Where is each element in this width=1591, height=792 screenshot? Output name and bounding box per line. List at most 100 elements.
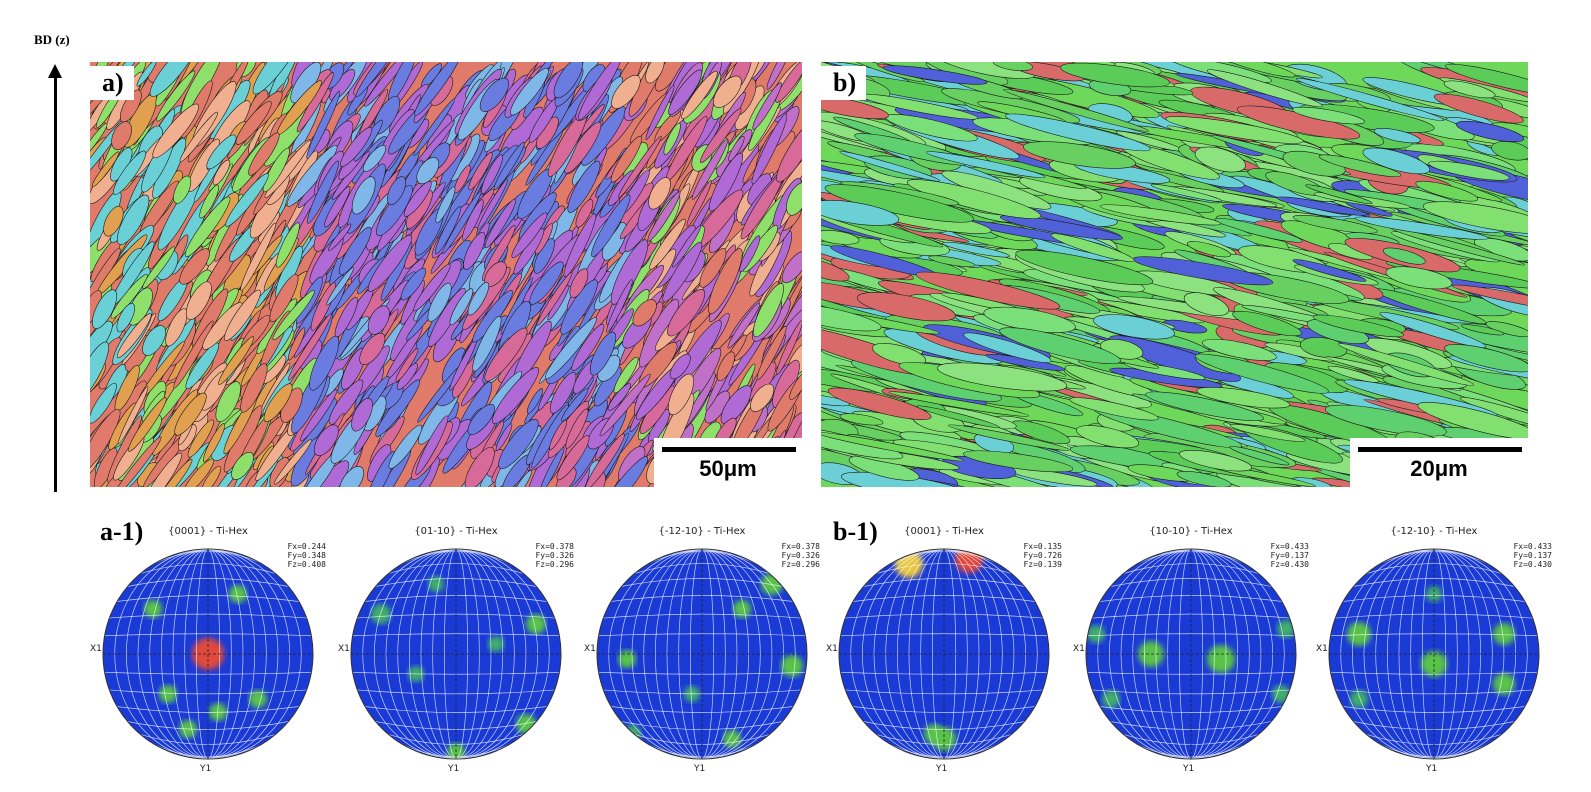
grain <box>1355 216 1489 240</box>
pole-figure-x-axis-label: X1 <box>584 644 596 654</box>
grain <box>117 194 150 245</box>
grid-parallel <box>365 706 547 713</box>
grain <box>589 331 617 376</box>
grain <box>434 206 462 255</box>
grain <box>963 332 1052 363</box>
scale-bar-b <box>1358 447 1522 452</box>
grain <box>856 292 956 322</box>
grain <box>272 290 315 340</box>
grain <box>1230 424 1306 442</box>
intensity-spot <box>1347 622 1371 646</box>
grain <box>300 389 338 442</box>
pole-figure-title: {-12-10} - Ti-Hex <box>1390 526 1478 537</box>
grid-parallel <box>853 706 1035 713</box>
grid-parallel <box>1087 633 1295 637</box>
grain <box>1217 62 1296 78</box>
grid-parallel <box>603 689 801 695</box>
grain <box>1069 397 1159 421</box>
grain <box>403 181 432 217</box>
stereographic-projection <box>596 548 808 760</box>
pole-figure-b1-10-10: {10-10} - Ti-Hex Fx=0.433 Fy=0.137 Fz=0.43… <box>1073 526 1309 776</box>
grain <box>681 70 718 120</box>
grain <box>549 419 567 450</box>
intensity-spot <box>144 600 162 618</box>
grain <box>376 185 413 237</box>
grain <box>481 225 516 281</box>
grain <box>645 85 675 140</box>
grain <box>648 177 671 210</box>
grain <box>235 100 272 145</box>
ebsd-map-a <box>90 62 802 487</box>
grain <box>328 379 364 425</box>
scale-bar-a <box>662 447 796 452</box>
grain <box>90 382 117 424</box>
grain <box>1459 396 1528 436</box>
grain <box>1491 141 1528 161</box>
grain <box>571 323 605 371</box>
grain <box>306 90 341 160</box>
grain <box>668 69 703 115</box>
grain <box>569 268 589 298</box>
intensity-spot <box>159 685 177 703</box>
grain <box>1276 196 1368 216</box>
grain <box>1327 365 1379 383</box>
grid-parallel <box>876 563 1012 574</box>
stereographic-projection <box>1085 548 1297 760</box>
grain <box>789 369 802 400</box>
grain <box>1150 184 1223 202</box>
grain <box>416 157 440 185</box>
pole-figure-stats: Fx=0.244 Fy=0.348 Fz=0.408 <box>287 542 326 569</box>
grain <box>287 313 332 381</box>
pole-figure-y-axis-label: Y1 <box>936 764 948 774</box>
grain <box>324 186 351 228</box>
grain <box>882 65 988 85</box>
grain <box>1165 116 1304 144</box>
grain <box>549 372 577 414</box>
grain <box>786 182 802 216</box>
grain <box>545 317 597 380</box>
grain <box>510 68 549 116</box>
grain <box>649 218 686 270</box>
grain <box>821 394 850 407</box>
grain <box>269 274 299 323</box>
grain <box>727 302 761 349</box>
grain <box>413 98 456 156</box>
grain <box>766 62 792 90</box>
grain <box>206 134 237 170</box>
grain <box>179 248 210 285</box>
ebsd-map-b-image <box>821 62 1528 487</box>
grain <box>116 303 135 333</box>
grain <box>467 282 490 316</box>
scale-bar-box-a: 50μm <box>654 438 802 487</box>
grain <box>916 405 1000 428</box>
grain <box>1345 201 1393 217</box>
scale-bar-label-b: 20μm <box>1410 456 1468 481</box>
grain <box>1292 215 1378 234</box>
grain <box>565 408 589 449</box>
grain <box>827 387 932 420</box>
grain <box>753 283 784 338</box>
grid-parallel <box>1092 689 1290 695</box>
intensity-spot <box>733 600 751 618</box>
pole-figure-stats: Fx=0.433 Fy=0.137 Fz=0.430 <box>1513 542 1552 569</box>
grain <box>821 302 882 332</box>
grain <box>510 470 532 487</box>
grain <box>313 424 339 457</box>
grain <box>536 272 573 326</box>
grain <box>716 351 736 382</box>
grain <box>926 151 1046 178</box>
pole-figure-x-axis-label: X1 <box>338 644 350 654</box>
stereographic-projection <box>350 548 562 760</box>
grain <box>212 159 231 186</box>
grain <box>708 248 743 315</box>
intensity-spot <box>428 576 444 592</box>
grain <box>248 132 280 176</box>
panel-label-a: a) <box>90 66 134 100</box>
grain <box>1292 259 1367 282</box>
build-direction-arrow <box>54 76 57 492</box>
grain <box>611 74 641 109</box>
grain <box>1417 402 1528 440</box>
grain <box>606 279 633 333</box>
grid-parallel <box>1110 578 1272 587</box>
grain <box>1305 184 1373 205</box>
